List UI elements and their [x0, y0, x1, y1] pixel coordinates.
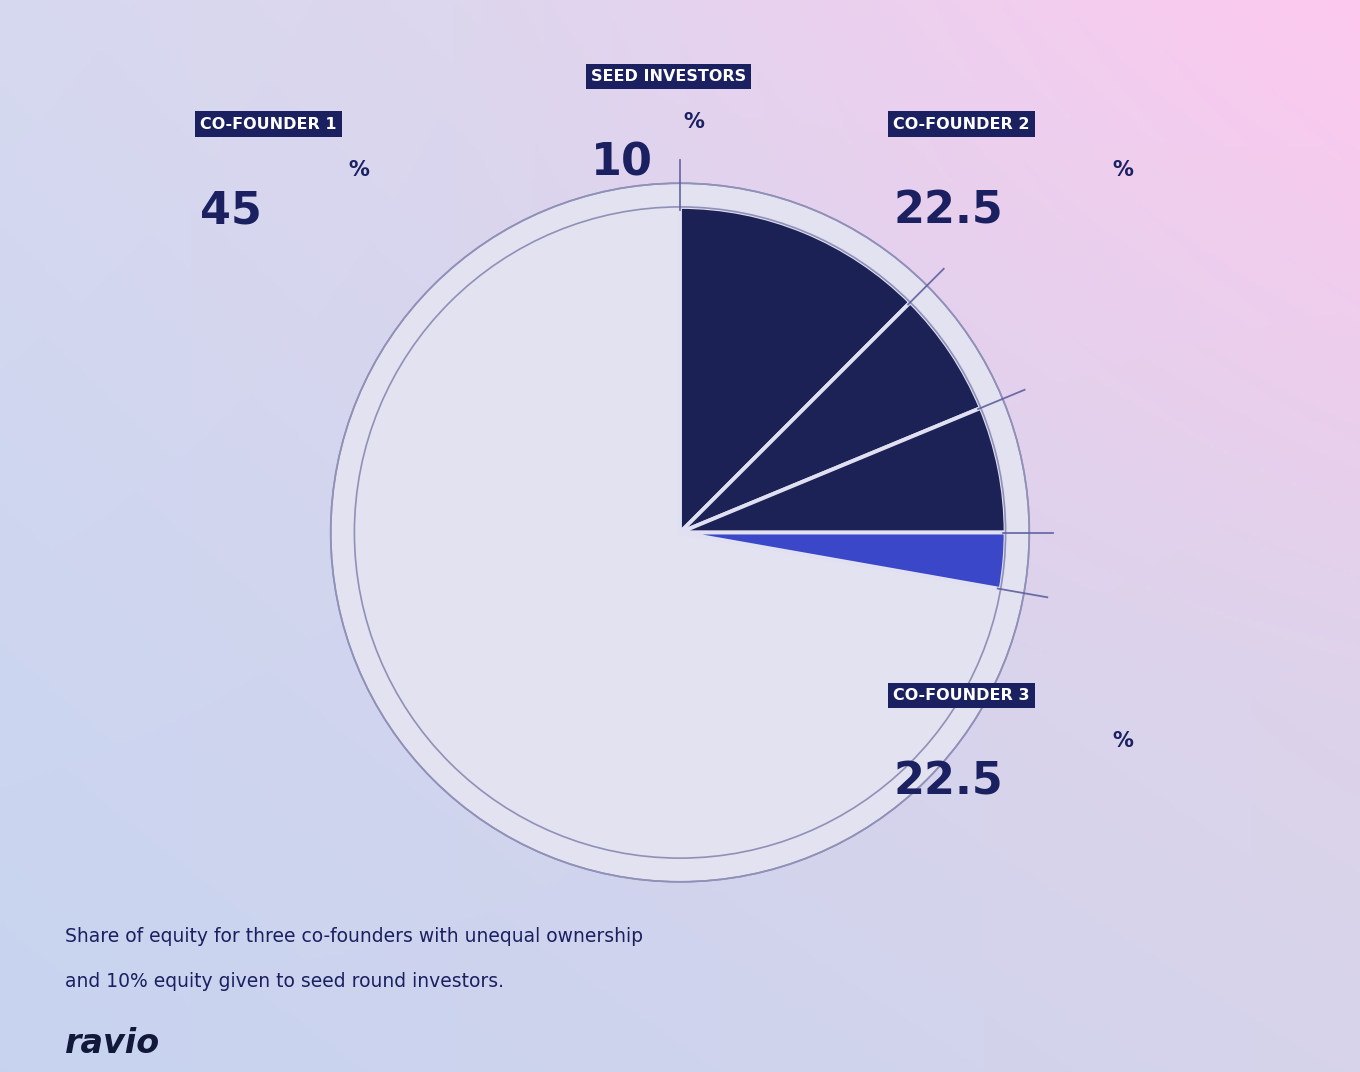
Text: 45: 45 — [200, 189, 262, 233]
Text: %: % — [683, 113, 704, 132]
Text: 22.5: 22.5 — [894, 189, 1002, 233]
Circle shape — [330, 183, 1030, 882]
Wedge shape — [680, 408, 1005, 533]
Text: Share of equity for three co-founders with unequal ownership: Share of equity for three co-founders wi… — [65, 927, 643, 947]
Text: %: % — [348, 160, 370, 179]
Wedge shape — [680, 533, 1005, 589]
Text: 22.5: 22.5 — [894, 760, 1002, 803]
Text: %: % — [1112, 160, 1133, 179]
Text: and 10% equity given to seed round investors.: and 10% equity given to seed round inves… — [65, 972, 505, 992]
Text: CO-FOUNDER 2: CO-FOUNDER 2 — [894, 117, 1030, 132]
Text: CO-FOUNDER 3: CO-FOUNDER 3 — [894, 688, 1030, 703]
Text: 10: 10 — [592, 142, 653, 184]
Text: ravio: ravio — [65, 1027, 160, 1060]
Text: %: % — [1112, 731, 1133, 750]
Text: CO-FOUNDER 1: CO-FOUNDER 1 — [200, 117, 337, 132]
Wedge shape — [680, 207, 910, 533]
Text: SEED INVESTORS: SEED INVESTORS — [592, 70, 747, 85]
Wedge shape — [680, 302, 981, 533]
